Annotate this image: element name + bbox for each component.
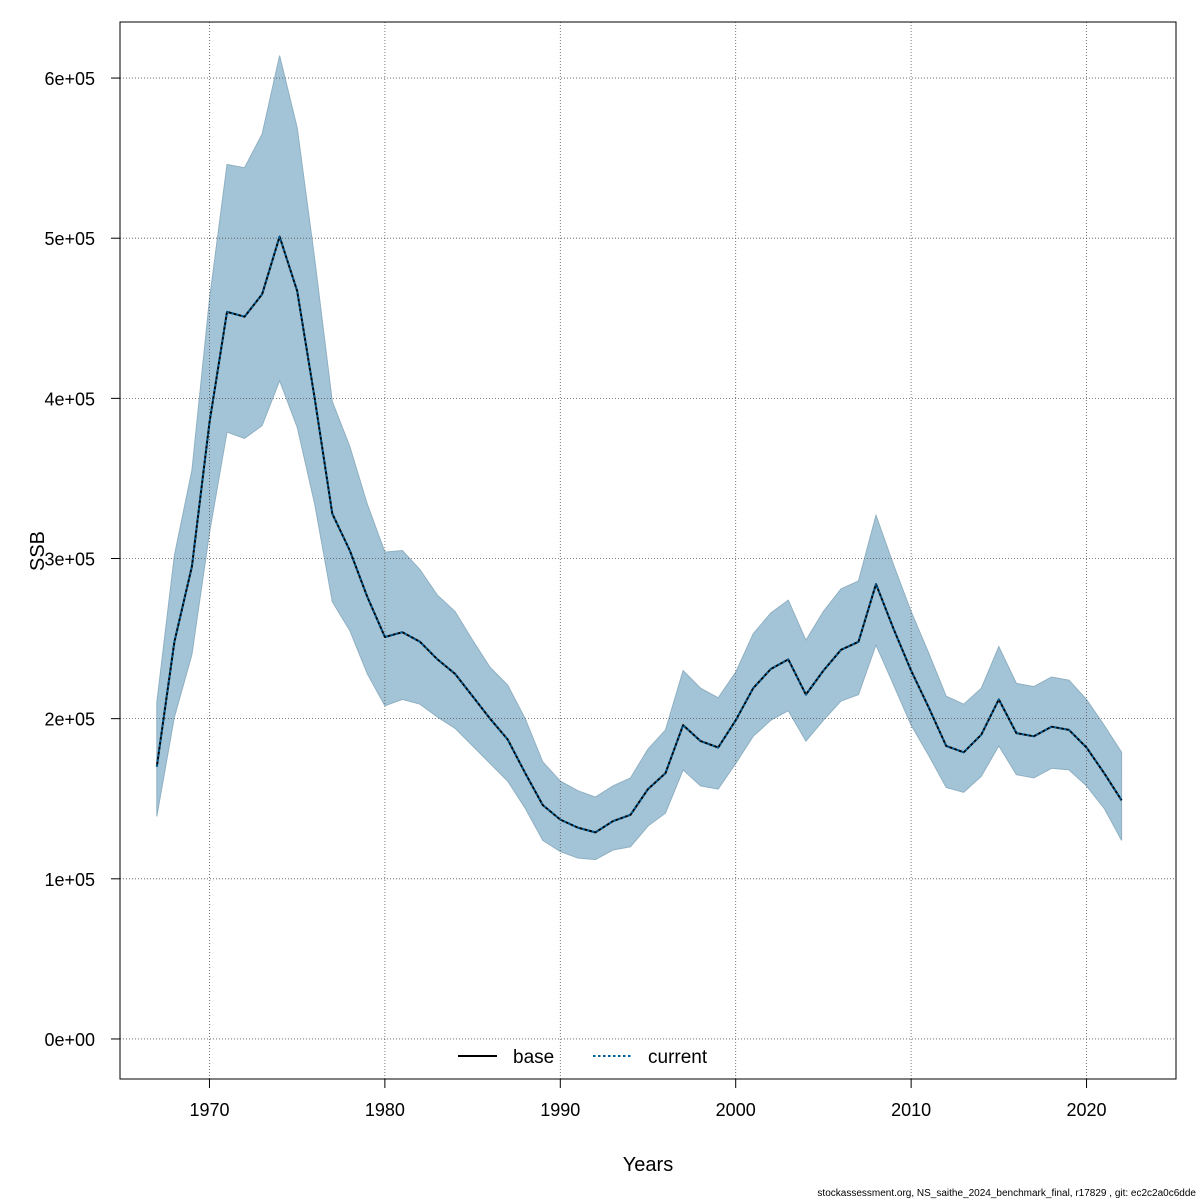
x-tick-label-1990: 1990 [540,1100,580,1120]
y-tick-label-100000: 1e+05 [44,870,95,890]
x-tick-label-1970: 1970 [189,1100,229,1120]
axis-layer: 1970 1980 1990 2000 2010 2020 0e+00 1e+05 2e+05 3… [44,69,1106,1120]
x-tick-label-2000: 2000 [716,1100,756,1120]
y-tick-label-300000: 3e+05 [44,550,95,570]
series-layer [155,235,1123,834]
x-axis-title: Years [623,1154,673,1176]
confidence-band [156,55,1123,861]
y-tick-label-600000: 6e+05 [44,69,95,89]
x-tick-label-2010: 2010 [891,1100,931,1120]
y-tick-label-0: 0e+00 [44,1030,95,1050]
y-tick-label-200000: 2e+05 [44,710,95,730]
series-line-base [155,235,1123,834]
x-tick-label-2020: 2020 [1067,1100,1107,1120]
legend: base current [458,1047,708,1068]
confidence-band-layer [156,55,1123,861]
y-axis-title: SSB [27,531,49,571]
grid-layer [120,22,1176,1079]
legend-label-current: current [648,1047,708,1068]
y-tick-label-500000: 5e+05 [44,229,95,249]
x-tick-label-1980: 1980 [365,1100,405,1120]
y-tick-label-400000: 4e+05 [44,389,95,409]
legend-label-base: base [513,1047,554,1068]
footer-credit: stockassessment.org, NS_saithe_2024_benc… [817,1188,1196,1199]
plot-frame [119,21,1177,1080]
